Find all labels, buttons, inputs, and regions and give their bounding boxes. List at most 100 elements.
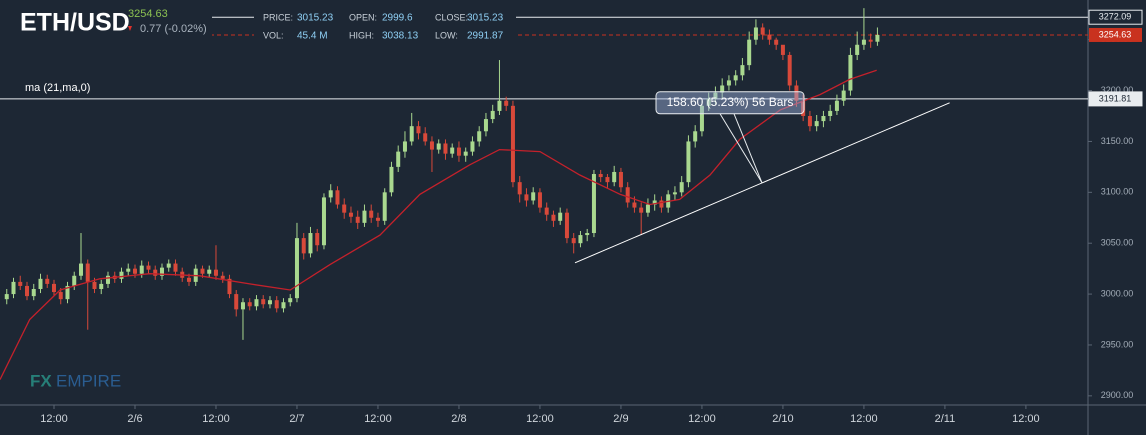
candle-body bbox=[315, 233, 320, 246]
candle-body bbox=[780, 44, 785, 55]
candle-body bbox=[213, 269, 218, 276]
price-tag-label: 3272.09 bbox=[1099, 12, 1132, 22]
candle-body bbox=[524, 194, 529, 201]
watermark: FX bbox=[30, 371, 52, 390]
candle-body bbox=[99, 283, 104, 289]
candle-body bbox=[760, 27, 765, 35]
candle-body bbox=[416, 126, 421, 134]
candle-body bbox=[301, 238, 306, 254]
candle-body bbox=[747, 39, 752, 66]
stat-label: PRICE: bbox=[263, 12, 293, 22]
candle-body bbox=[659, 200, 664, 208]
candle-body bbox=[389, 166, 394, 193]
candle-body bbox=[429, 141, 434, 150]
stat-value: 2991.87 bbox=[467, 31, 504, 42]
candle-body bbox=[463, 151, 468, 156]
candle-body bbox=[261, 299, 266, 305]
y-tick-label: 2950.00 bbox=[1101, 339, 1134, 349]
y-tick-label: 2900.00 bbox=[1101, 390, 1134, 400]
candle-body bbox=[672, 192, 677, 195]
candle-body bbox=[227, 278, 232, 295]
y-tick-label: 3150.00 bbox=[1101, 136, 1134, 146]
candle-body bbox=[753, 27, 758, 40]
candle-body bbox=[625, 187, 630, 203]
candle-body bbox=[220, 275, 225, 279]
stat-value: 3015.23 bbox=[467, 13, 504, 24]
ma-label: ma (21,ma,0) bbox=[25, 82, 90, 94]
last-price-tag bbox=[1089, 27, 1142, 42]
candle-body bbox=[645, 204, 650, 213]
candle-body bbox=[382, 192, 387, 221]
candle-body bbox=[348, 212, 353, 217]
last-price-tag-label: 3254.63 bbox=[1099, 29, 1132, 39]
candle-body bbox=[132, 268, 137, 274]
candle-body bbox=[294, 238, 299, 299]
candle-body bbox=[362, 210, 367, 223]
candle-body bbox=[4, 294, 9, 300]
header: ETH/USD 3254.63 0.77 (-0.02%) PRICE: 301… bbox=[0, 0, 516, 390]
y-tick-label: 3200.00 bbox=[1101, 85, 1134, 95]
x-tick-label: 12:00 bbox=[364, 413, 392, 425]
candle-body bbox=[477, 131, 482, 142]
candle-body bbox=[699, 105, 704, 132]
candle-body bbox=[693, 131, 698, 142]
candle-body bbox=[774, 39, 779, 45]
x-tick-label: 12:00 bbox=[1012, 413, 1040, 425]
x-tick-label: 2/7 bbox=[289, 413, 304, 425]
candle-body bbox=[470, 141, 475, 152]
annotation-label: 158.60 (5.23%) 56 Bars bbox=[667, 95, 794, 109]
candle-body bbox=[31, 288, 36, 297]
candle-body bbox=[78, 263, 83, 276]
stat-value: 45.4 M bbox=[297, 31, 328, 42]
candle-body bbox=[571, 238, 576, 244]
candle-body bbox=[92, 281, 97, 289]
candle-body bbox=[355, 216, 360, 223]
candle-body bbox=[342, 204, 347, 213]
candle-body bbox=[146, 265, 151, 270]
candle-body bbox=[510, 105, 515, 183]
candle-body bbox=[591, 174, 596, 234]
candle-body bbox=[423, 133, 428, 142]
candle-body bbox=[321, 197, 326, 246]
y-tick-label: 3100.00 bbox=[1101, 187, 1134, 197]
candle-body bbox=[794, 85, 799, 101]
stat-label: HIGH: bbox=[349, 30, 374, 40]
candle-body bbox=[288, 298, 293, 303]
candle-body bbox=[274, 300, 279, 309]
candle-body bbox=[51, 283, 56, 293]
candle-body bbox=[375, 217, 380, 221]
candle-body bbox=[517, 182, 522, 195]
candle-body bbox=[409, 126, 414, 142]
candle-body bbox=[72, 275, 77, 286]
candle-body bbox=[308, 233, 313, 254]
candle-body bbox=[18, 281, 23, 286]
price-tag-label: 3191.81 bbox=[1099, 93, 1132, 103]
candle-body bbox=[281, 302, 286, 309]
candle-body bbox=[45, 278, 50, 284]
candle-body bbox=[713, 92, 718, 99]
candle-body bbox=[105, 275, 110, 284]
candle-body bbox=[652, 200, 657, 205]
stat-value: 3038.13 bbox=[382, 31, 419, 42]
stat-value: 2999.6 bbox=[382, 13, 413, 24]
candle-body bbox=[186, 277, 191, 282]
candle-body bbox=[767, 34, 772, 40]
candle-body bbox=[38, 278, 43, 289]
candle-body bbox=[720, 85, 725, 93]
candle-body bbox=[328, 190, 333, 198]
candle-body bbox=[166, 263, 171, 268]
stat-label: CLOSE: bbox=[435, 12, 468, 22]
candle-body bbox=[369, 210, 374, 218]
candle-body bbox=[267, 300, 272, 305]
candle-body bbox=[598, 174, 603, 178]
candle-body bbox=[85, 263, 90, 282]
candle-body bbox=[612, 171, 617, 183]
candle-body bbox=[153, 269, 158, 276]
candle-body bbox=[821, 116, 826, 122]
price-tag bbox=[1088, 9, 1143, 25]
candle-body bbox=[855, 44, 860, 55]
stat-value: 3015.23 bbox=[297, 13, 334, 24]
candle-body bbox=[200, 268, 205, 274]
